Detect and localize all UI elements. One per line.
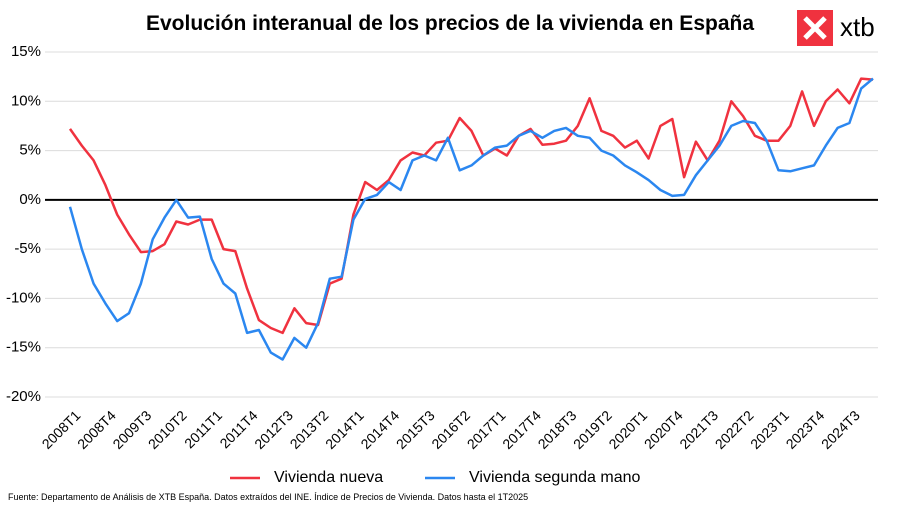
x-tick-label: 2015T3 bbox=[393, 407, 438, 452]
x-tick-label: 2023T1 bbox=[747, 407, 792, 452]
y-tick-label: 0% bbox=[19, 191, 41, 208]
data-line bbox=[68, 77, 874, 335]
legend-label: Vivienda nueva bbox=[274, 469, 383, 486]
x-tick-label: 2014T1 bbox=[322, 407, 367, 452]
x-tick-label: 2013T2 bbox=[287, 407, 332, 452]
data-line bbox=[68, 77, 874, 361]
y-tick-label: -10% bbox=[6, 289, 41, 306]
y-tick-label: -15% bbox=[6, 339, 41, 356]
chart-title: Evolución interanual de los precios de l… bbox=[146, 12, 754, 35]
y-tick-label: 15% bbox=[11, 43, 41, 60]
x-tick-label: 2022T2 bbox=[712, 407, 757, 452]
x-tick-label: 2017T1 bbox=[464, 407, 509, 452]
x-tick-label: 2016T2 bbox=[428, 407, 473, 452]
x-tick-label: 2009T3 bbox=[109, 407, 154, 452]
x-tick-label: 2011T1 bbox=[181, 407, 225, 451]
x-tick-label: 2014T4 bbox=[357, 407, 402, 452]
logo-text: xtb bbox=[840, 12, 875, 42]
x-tick-label: 2012T3 bbox=[251, 407, 296, 452]
x-tick-label: 2018T3 bbox=[535, 407, 580, 452]
y-tick-label: 10% bbox=[11, 92, 41, 109]
x-tick-label: 2021T3 bbox=[676, 407, 721, 452]
x-tick-label: 2024T3 bbox=[818, 407, 863, 452]
y-tick-label: 5% bbox=[19, 142, 41, 159]
x-tick-label: 2019T2 bbox=[570, 407, 615, 452]
y-tick-label: -5% bbox=[14, 240, 41, 257]
x-tick-label: 2010T2 bbox=[145, 407, 190, 452]
y-tick-label: -20% bbox=[6, 388, 41, 405]
logo-x bbox=[803, 16, 827, 40]
source-note: Fuente: Departamento de Análisis de XTB … bbox=[8, 492, 528, 502]
x-tick-label: 2020T4 bbox=[641, 407, 686, 452]
legend-label: Vivienda segunda mano bbox=[469, 469, 640, 486]
x-tick-label: 2020T1 bbox=[605, 407, 650, 452]
x-tick-label: 2008T4 bbox=[74, 407, 119, 452]
x-tick-label: 2017T4 bbox=[499, 407, 544, 452]
x-tick-label: 2008T1 bbox=[39, 407, 84, 452]
x-tick-label: 2023T4 bbox=[783, 407, 828, 452]
